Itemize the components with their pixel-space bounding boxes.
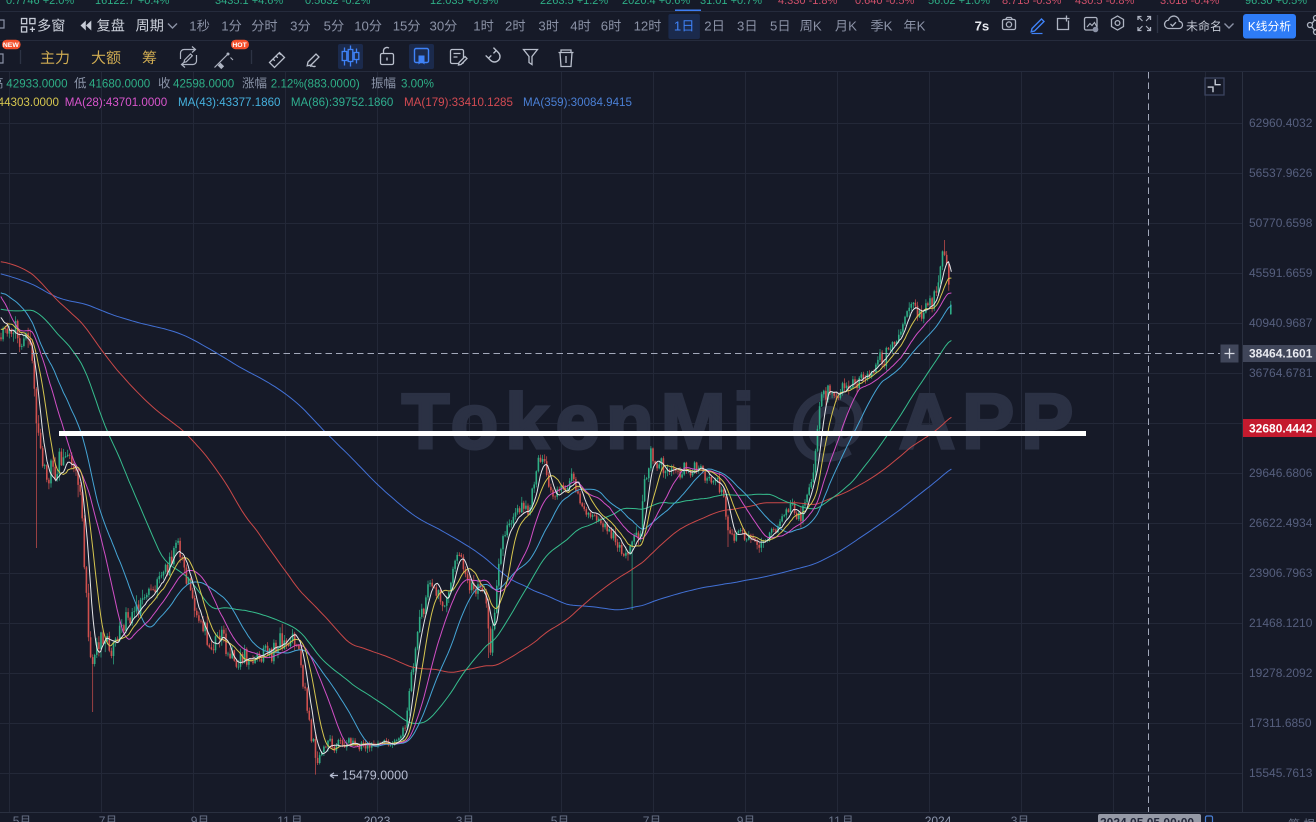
svg-text:K: K bbox=[813, 19, 822, 34]
svg-text:MA(179):33410.1285: MA(179):33410.1285 bbox=[404, 96, 513, 109]
svg-text:0.7746 +2.0%: 0.7746 +2.0% bbox=[6, 0, 74, 7]
svg-text:3: 3 bbox=[737, 19, 744, 34]
svg-text:45591.6659: 45591.6659 bbox=[1249, 266, 1313, 280]
svg-text:38464.1601: 38464.1601 bbox=[1249, 347, 1313, 361]
svg-text:2263.5 +1.2%: 2263.5 +1.2% bbox=[540, 0, 608, 7]
svg-text:15479.0000: 15479.0000 bbox=[342, 769, 408, 783]
svg-text:NEW: NEW bbox=[3, 42, 19, 49]
svg-text:2.12%(883.0000): 2.12%(883.0000) bbox=[271, 78, 360, 91]
svg-text:5: 5 bbox=[551, 814, 558, 822]
svg-text:31.01 +0.7%: 31.01 +0.7% bbox=[700, 0, 762, 7]
svg-text:5: 5 bbox=[13, 814, 20, 822]
svg-text:19278.2092: 19278.2092 bbox=[1249, 666, 1313, 680]
svg-text:16122.7 +0.4%: 16122.7 +0.4% bbox=[95, 0, 170, 7]
svg-text:3: 3 bbox=[538, 19, 545, 34]
svg-text:6: 6 bbox=[601, 19, 608, 34]
svg-text:5: 5 bbox=[324, 19, 331, 34]
svg-text:36764.6781: 36764.6781 bbox=[1249, 366, 1313, 380]
svg-text:TokenMi @ APP: TokenMi @ APP bbox=[402, 377, 1080, 465]
svg-text:15: 15 bbox=[393, 19, 408, 34]
svg-text:MA(28):43701.0000: MA(28):43701.0000 bbox=[65, 96, 167, 109]
svg-text:2020.4 +0.6%: 2020.4 +0.6% bbox=[622, 0, 690, 7]
svg-text:96.30 +0.5%: 96.30 +0.5% bbox=[1245, 0, 1307, 7]
svg-text:1: 1 bbox=[674, 19, 681, 34]
svg-text:9: 9 bbox=[737, 814, 744, 822]
svg-text:23906.7963: 23906.7963 bbox=[1249, 566, 1313, 580]
svg-text:430.5 -0.8%: 430.5 -0.8% bbox=[1075, 0, 1135, 7]
svg-text:30: 30 bbox=[430, 19, 445, 34]
svg-text:50770.6598: 50770.6598 bbox=[1249, 216, 1313, 230]
svg-text:41680.0000: 41680.0000 bbox=[89, 78, 150, 91]
svg-text:2023: 2023 bbox=[364, 814, 391, 822]
svg-text:10: 10 bbox=[354, 19, 369, 34]
svg-text:K: K bbox=[917, 19, 926, 34]
svg-text:42598.0000: 42598.0000 bbox=[173, 78, 234, 91]
svg-text:29646.6806: 29646.6806 bbox=[1249, 466, 1313, 480]
svg-text:K: K bbox=[848, 19, 857, 34]
svg-text:2024.05.05 00:00: 2024.05.05 00:00 bbox=[1100, 816, 1194, 822]
svg-text:56.02 +1.0%: 56.02 +1.0% bbox=[928, 0, 990, 7]
svg-text:MA(86):39752.1860: MA(86):39752.1860 bbox=[291, 96, 393, 109]
svg-text:K: K bbox=[884, 19, 893, 34]
svg-text:11: 11 bbox=[828, 814, 841, 822]
svg-text:1: 1 bbox=[221, 19, 228, 34]
svg-text:HOT: HOT bbox=[232, 42, 247, 49]
svg-text:5: 5 bbox=[770, 19, 777, 34]
svg-text:62960.4032: 62960.4032 bbox=[1249, 116, 1313, 130]
svg-text:3: 3 bbox=[1011, 814, 1018, 822]
svg-text:2: 2 bbox=[505, 19, 512, 34]
svg-text:4.330 -1.8%: 4.330 -1.8% bbox=[778, 0, 838, 7]
svg-text:7: 7 bbox=[99, 814, 106, 822]
svg-text:0.5632 -0.2%: 0.5632 -0.2% bbox=[305, 0, 371, 7]
svg-text:2024: 2024 bbox=[925, 814, 952, 822]
svg-text:12.035 +0.9%: 12.035 +0.9% bbox=[430, 0, 498, 7]
svg-text:MA(359):30084.9415: MA(359):30084.9415 bbox=[523, 96, 632, 109]
svg-text:3.00%: 3.00% bbox=[401, 78, 434, 91]
svg-text:3: 3 bbox=[290, 19, 297, 34]
svg-text:9: 9 bbox=[191, 814, 198, 822]
svg-text:32680.4442: 32680.4442 bbox=[1249, 422, 1313, 436]
svg-text:7: 7 bbox=[643, 814, 650, 822]
svg-text:K: K bbox=[1248, 20, 1256, 34]
svg-text:1: 1 bbox=[473, 19, 480, 34]
svg-text:2: 2 bbox=[704, 19, 711, 34]
svg-text:3: 3 bbox=[456, 814, 463, 822]
svg-text:3435.1 +4.6%: 3435.1 +4.6% bbox=[215, 0, 283, 7]
svg-text:4: 4 bbox=[570, 19, 577, 34]
svg-text:15545.7613: 15545.7613 bbox=[1249, 766, 1313, 780]
svg-text:MA(43):43377.1860: MA(43):43377.1860 bbox=[178, 96, 280, 109]
svg-text:21468.1210: 21468.1210 bbox=[1249, 616, 1313, 630]
svg-text:MA(14):44303.0000: MA(14):44303.0000 bbox=[0, 96, 59, 109]
svg-text:42933.0000: 42933.0000 bbox=[6, 78, 67, 91]
svg-text:8.715 -0.3%: 8.715 -0.3% bbox=[1002, 0, 1062, 7]
svg-text:7s: 7s bbox=[975, 19, 990, 34]
svg-text:12: 12 bbox=[634, 19, 649, 34]
svg-text:11: 11 bbox=[277, 814, 290, 822]
svg-text:40940.9687: 40940.9687 bbox=[1249, 316, 1313, 330]
svg-text:1: 1 bbox=[189, 19, 196, 34]
svg-text:3.018 -0.4%: 3.018 -0.4% bbox=[1160, 0, 1220, 7]
svg-text:26622.4934: 26622.4934 bbox=[1249, 516, 1313, 530]
svg-text:17311.6850: 17311.6850 bbox=[1249, 716, 1312, 730]
svg-text:0.640 -0.5%: 0.640 -0.5% bbox=[855, 0, 915, 7]
svg-text:56537.9626: 56537.9626 bbox=[1249, 166, 1313, 180]
